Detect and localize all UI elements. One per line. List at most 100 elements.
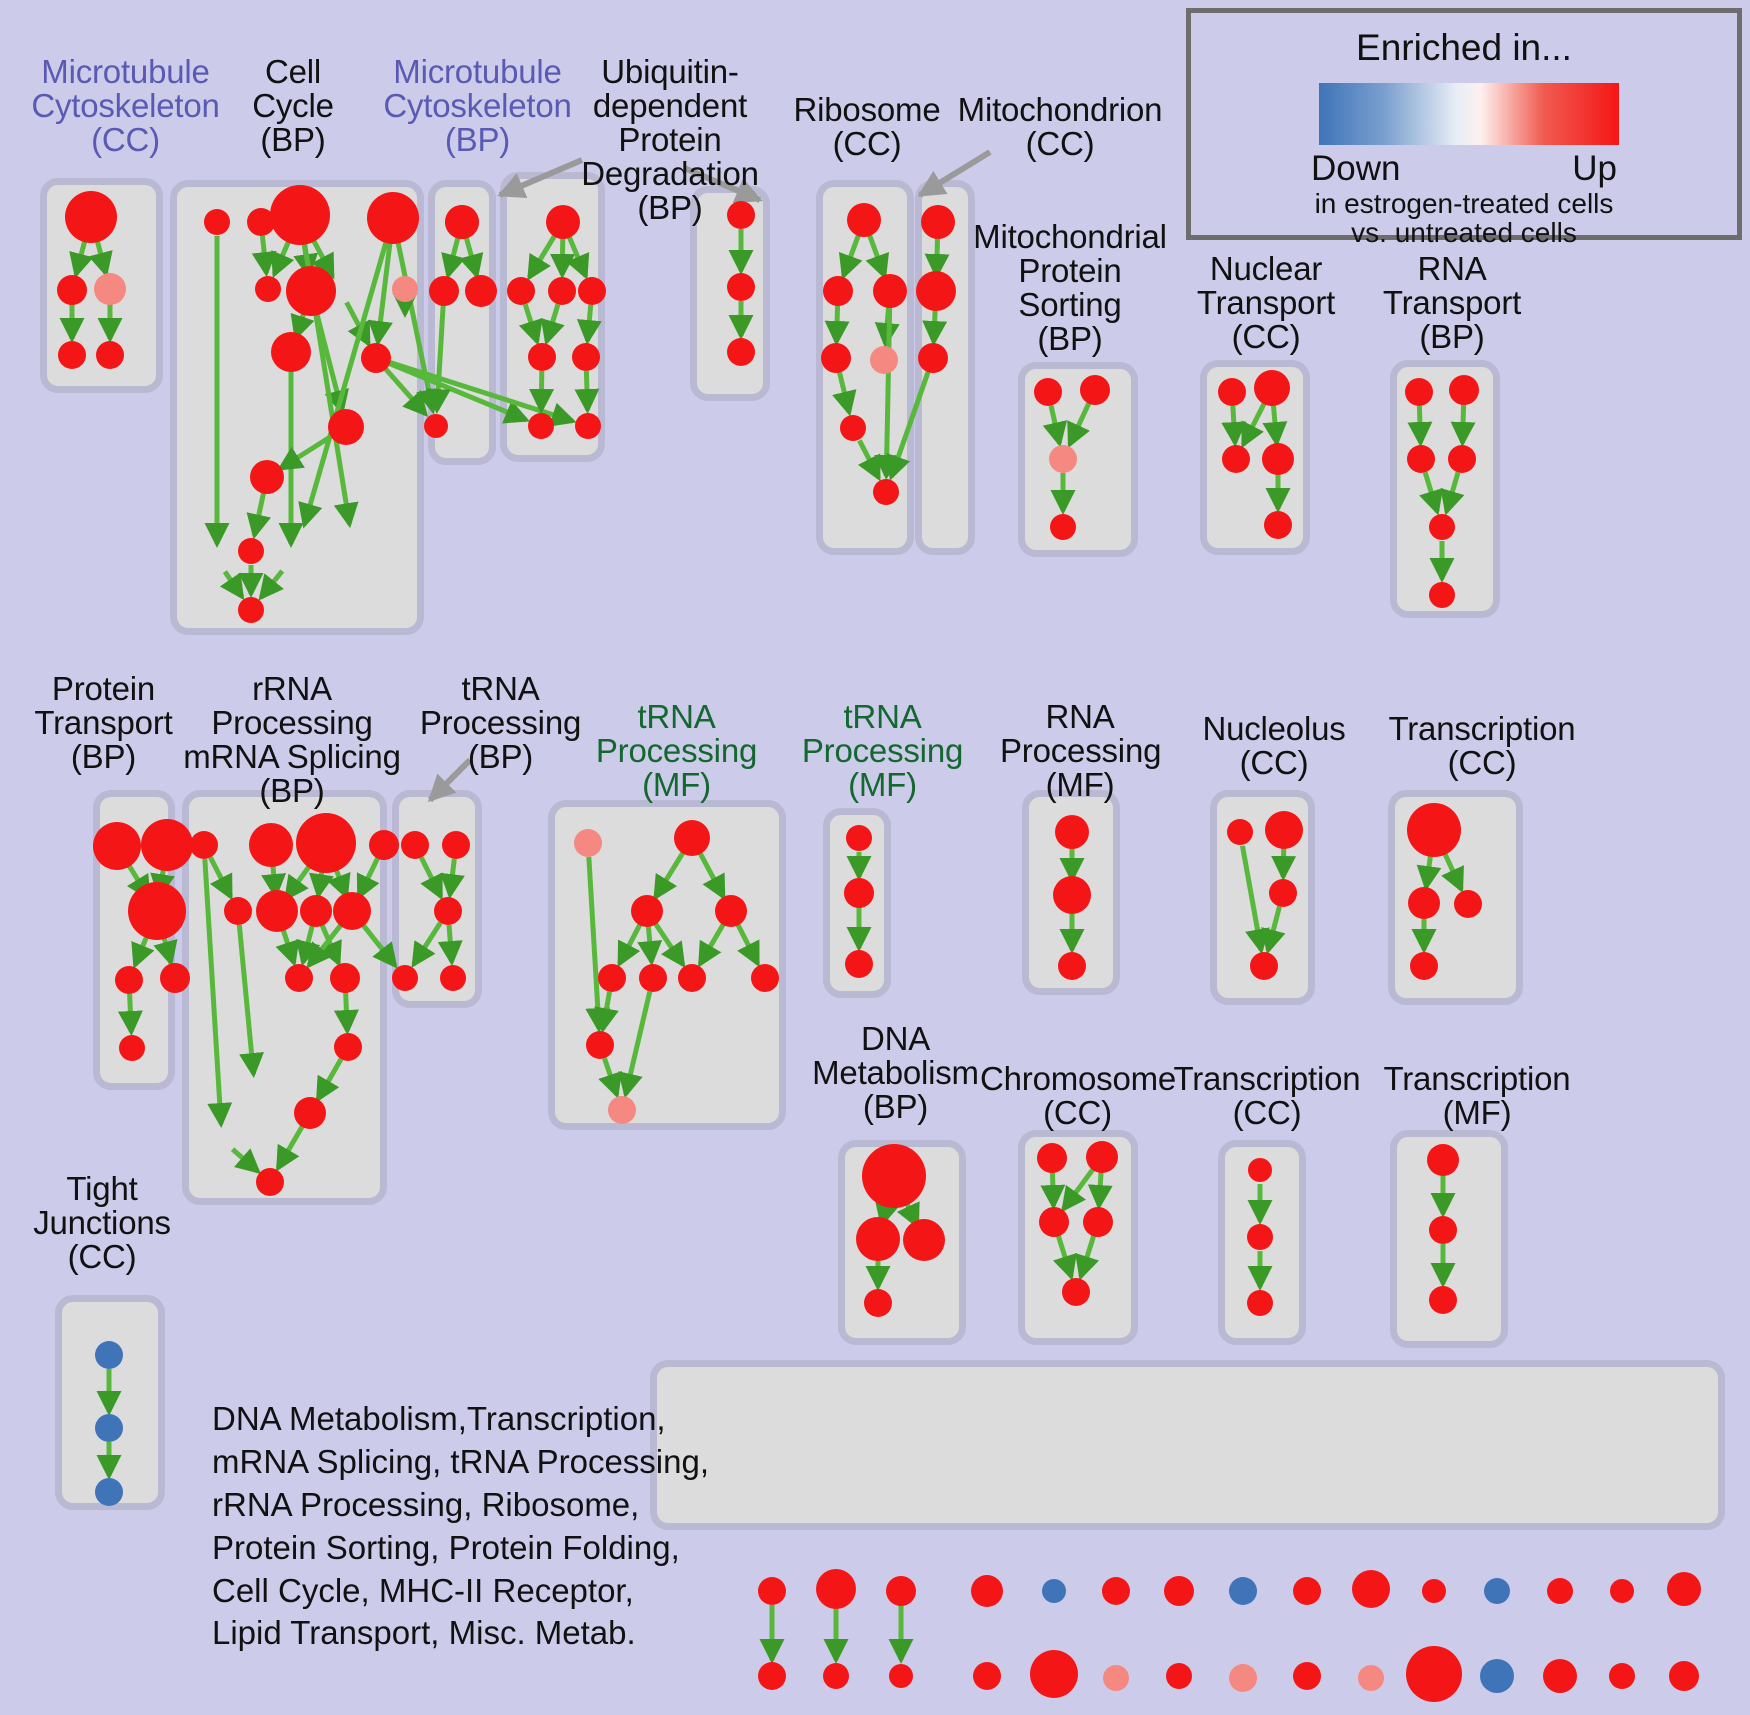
- network-node: [160, 963, 190, 993]
- network-node: [973, 1662, 1001, 1690]
- network-node: [1429, 514, 1455, 540]
- network-node: [1358, 1665, 1384, 1691]
- network-node: [1610, 1579, 1634, 1603]
- network-node: [816, 1569, 856, 1609]
- network-node: [57, 275, 87, 305]
- network-node: [1293, 1662, 1321, 1690]
- network-node: [631, 895, 663, 927]
- network-node: [286, 266, 336, 316]
- network-node: [445, 205, 479, 239]
- network-node: [574, 829, 602, 857]
- network-node: [1102, 1577, 1130, 1605]
- network-node: [1049, 445, 1077, 473]
- network-node: [1227, 819, 1253, 845]
- network-node: [846, 825, 872, 851]
- network-node: [1062, 1278, 1090, 1306]
- network-node: [190, 831, 218, 859]
- network-node: [870, 346, 898, 374]
- network-node: [715, 895, 747, 927]
- cluster-label-trna-processing-mf-1: tRNA Processing (MF): [595, 698, 758, 803]
- network-node: [751, 964, 779, 992]
- network-node: [1250, 952, 1278, 980]
- network-node: [128, 882, 186, 940]
- cluster-label-transcription-cc-bottom: Transcription (CC): [1173, 1060, 1361, 1131]
- network-node: [1429, 582, 1455, 608]
- legend-panel: Enriched in... Down Up in estrogen-treat…: [1186, 8, 1742, 248]
- network-node: [1034, 378, 1062, 406]
- cluster-label-microtubule-cytoskeleton-bp: Microtubule Cytoskeleton (BP): [383, 53, 572, 158]
- network-node: [296, 813, 356, 873]
- cluster-box-misc-combined: [650, 1360, 1725, 1530]
- network-node: [1422, 1579, 1446, 1603]
- network-node: [65, 191, 117, 243]
- network-node: [639, 964, 667, 992]
- network-node: [758, 1577, 786, 1605]
- network-node: [1042, 1579, 1066, 1603]
- network-node: [889, 1664, 913, 1688]
- network-node: [821, 343, 851, 373]
- cluster-label-nuclear-transport-cc: Nuclear Transport (CC): [1196, 250, 1336, 355]
- network-node: [95, 1414, 123, 1442]
- network-node: [845, 950, 873, 978]
- network-node: [1427, 1144, 1459, 1176]
- cluster-box-chromosome-cc: [1018, 1130, 1138, 1345]
- network-node: [1405, 378, 1433, 406]
- cluster-label-rrna-processing-mrna-splicing-bp: rRNA Processing mRNA Splicing (BP): [183, 670, 401, 809]
- network-node: [727, 338, 755, 366]
- network-node: [674, 820, 710, 856]
- network-node: [1222, 445, 1250, 473]
- network-node: [330, 963, 360, 993]
- network-node: [1669, 1661, 1699, 1691]
- network-node: [903, 1219, 945, 1261]
- cluster-label-rna-processing-mf: RNA Processing (MF): [1000, 698, 1162, 803]
- legend-color-gradient: [1319, 83, 1619, 145]
- network-node: [285, 964, 313, 992]
- network-node: [1039, 1207, 1069, 1237]
- network-node: [1480, 1659, 1514, 1693]
- network-node: [1166, 1663, 1192, 1689]
- network-node: [823, 276, 853, 306]
- network-node: [1449, 375, 1479, 405]
- legend-down-label: Down: [1311, 149, 1401, 188]
- network-node: [1248, 1158, 1272, 1182]
- network-node: [1247, 1290, 1273, 1316]
- network-node: [1667, 1572, 1701, 1606]
- network-node: [249, 823, 293, 867]
- network-node: [1406, 1646, 1462, 1702]
- network-node: [119, 1035, 145, 1061]
- cluster-label-dna-metabolism-bp: DNA Metabolism (BP): [812, 1020, 979, 1125]
- cluster-label-microtubule-cytoskeleton-cc: Microtubule Cytoskeleton (CC): [31, 53, 220, 158]
- cluster-label-chromosome-cc: Chromosome (CC): [980, 1060, 1177, 1131]
- network-node: [361, 343, 391, 373]
- network-node: [1410, 952, 1438, 980]
- network-node: [465, 275, 497, 307]
- network-node: [598, 964, 626, 992]
- network-node: [971, 1575, 1003, 1607]
- misc-cluster-description: DNA Metabolism,Transcription, mRNA Splic…: [212, 1400, 710, 1652]
- cluster-label-protein-transport-bp: Protein Transport (BP): [34, 670, 173, 775]
- network-node: [873, 479, 899, 505]
- network-node: [1247, 1224, 1273, 1250]
- network-node: [847, 203, 881, 237]
- network-node: [204, 209, 230, 235]
- network-node: [95, 1478, 123, 1506]
- network-node: [392, 965, 418, 991]
- network-node: [1264, 511, 1292, 539]
- cluster-label-nucleolus-cc: Nucleolus (CC): [1202, 710, 1346, 781]
- network-node: [250, 460, 284, 494]
- network-node: [546, 205, 580, 239]
- network-node: [238, 597, 264, 623]
- network-node: [528, 343, 556, 371]
- network-node: [238, 538, 264, 564]
- legend-subtitle: in estrogen-treated cells vs. untreated …: [1314, 188, 1614, 249]
- network-node: [1407, 445, 1435, 473]
- network-node: [1293, 1577, 1321, 1605]
- network-node: [840, 415, 866, 441]
- network-node: [424, 414, 448, 438]
- network-node: [1262, 443, 1294, 475]
- network-node: [93, 822, 141, 870]
- legend-title: Enriched in...: [1356, 27, 1572, 68]
- cluster-label-trna-processing-bp: tRNA Processing (BP): [419, 670, 582, 775]
- cluster-label-ribosome-cc: Ribosome (CC): [793, 91, 941, 162]
